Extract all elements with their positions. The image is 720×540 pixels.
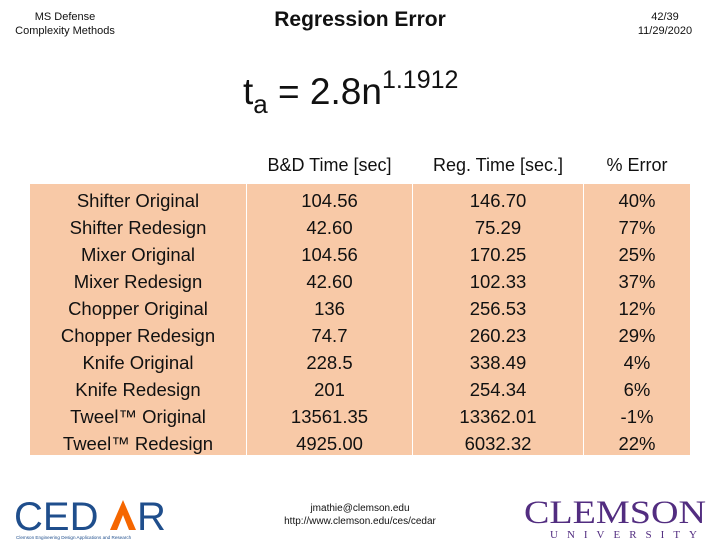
slide-date: 11/29/2020 bbox=[637, 25, 693, 37]
clemson-logo-university: UNIVERSITY bbox=[550, 529, 706, 540]
cedar-logo-r: R bbox=[137, 495, 166, 539]
presentation-label-line1: MS Defense bbox=[34, 11, 96, 23]
column-header-reg-time: Reg. Time [sec.] bbox=[413, 147, 583, 183]
row-name: Shifter Original bbox=[76, 190, 200, 211]
error-value: 25% bbox=[618, 244, 656, 265]
regression-formula: ta = 2.8n1.1912 bbox=[243, 66, 458, 120]
cedar-logo-wordmark: CED bbox=[14, 495, 98, 539]
cedar-logo-a-mark bbox=[110, 500, 136, 530]
row-name: Tweel™ Redesign bbox=[62, 433, 214, 454]
reg-time-value: 75.29 bbox=[474, 217, 522, 238]
column-header-bd-time: B&D Time [sec] bbox=[247, 147, 412, 183]
cedar-logo: CED R Clemson Engineering Design Applica… bbox=[14, 495, 166, 540]
formula-base: t bbox=[243, 71, 254, 112]
reg-time-value: 13362.01 bbox=[459, 406, 537, 427]
clemson-logo-wordmark: CLEMSON bbox=[524, 495, 706, 531]
row-names-column: Shifter Original Shifter Redesign Mixer Or… bbox=[30, 184, 246, 455]
contact-info: jmathie@clemson.edu http://www.clemson.e… bbox=[220, 502, 500, 528]
error-value: 4% bbox=[623, 352, 651, 373]
row-name: Knife Redesign bbox=[75, 379, 201, 400]
formula-subscript: a bbox=[253, 89, 268, 119]
reg-time-column: 146.70 75.29 170.25 102.33 256.53 260.23 338.4… bbox=[413, 184, 583, 455]
error-value: -1% bbox=[620, 406, 654, 427]
row-name: Tweel™ Original bbox=[70, 406, 206, 427]
bd-time-value: 104.56 bbox=[301, 190, 358, 211]
bd-time-value: 42.60 bbox=[306, 217, 353, 238]
bd-time-value: 136 bbox=[314, 298, 345, 319]
formula-exponent: 1.1912 bbox=[381, 66, 459, 94]
presentation-label-line2: Complexity Methods bbox=[15, 25, 115, 37]
bd-time-value: 42.60 bbox=[306, 271, 353, 292]
reg-time-value: 256.53 bbox=[469, 298, 527, 319]
reg-time-value: 146.70 bbox=[469, 190, 527, 211]
page-number: 42/39 bbox=[651, 11, 679, 23]
row-name: Mixer Original bbox=[80, 244, 196, 265]
cedar-logo-tagline: Clemson Engineering Design Applications … bbox=[16, 535, 132, 540]
error-value: 6% bbox=[623, 379, 651, 400]
row-name: Mixer Redesign bbox=[73, 271, 203, 292]
reg-time-value: 170.25 bbox=[469, 244, 527, 265]
row-name: Chopper Original bbox=[68, 298, 208, 319]
error-value: 22% bbox=[618, 433, 656, 454]
error-value: 40% bbox=[618, 190, 656, 211]
reg-time-value: 102.33 bbox=[469, 271, 527, 292]
error-value: 77% bbox=[618, 217, 656, 238]
bd-time-value: 74.7 bbox=[311, 325, 348, 346]
reg-time-value: 254.34 bbox=[469, 379, 527, 400]
bd-time-value: 201 bbox=[314, 379, 345, 400]
slide-meta: 42/39 11/29/2020 bbox=[620, 10, 710, 38]
contact-url: http://www.clemson.edu/ces/cedar bbox=[284, 516, 436, 527]
row-name: Chopper Redesign bbox=[60, 325, 216, 346]
error-value: 12% bbox=[618, 298, 656, 319]
reg-time-value: 338.49 bbox=[469, 352, 527, 373]
error-value: 29% bbox=[618, 325, 656, 346]
reg-time-value: 260.23 bbox=[469, 325, 527, 346]
contact-email: jmathie@clemson.edu bbox=[310, 503, 410, 514]
row-name: Shifter Redesign bbox=[69, 217, 207, 238]
bd-time-value: 13561.35 bbox=[290, 406, 369, 427]
slide-title: Regression Error bbox=[274, 8, 446, 31]
column-header-error: % Error bbox=[584, 147, 690, 183]
bd-time-value: 228.5 bbox=[306, 352, 353, 373]
reg-time-value: 6032.32 bbox=[464, 433, 532, 454]
clemson-university-logo: CLEMSON UNIVERSITY bbox=[524, 495, 706, 540]
bd-time-value: 104.56 bbox=[301, 244, 358, 265]
bd-time-column: 104.56 42.60 104.56 42.60 136 74.7 228.5 201 135… bbox=[247, 184, 412, 455]
presentation-label: MS Defense Complexity Methods bbox=[6, 10, 124, 38]
formula-middle: = 2.8n bbox=[267, 71, 382, 112]
error-column: 40% 77% 25% 37% 12% 29% 4% 6% -1% 22% bbox=[584, 184, 690, 455]
row-name: Knife Original bbox=[82, 352, 194, 373]
error-value: 37% bbox=[618, 271, 656, 292]
bd-time-value: 4925.00 bbox=[296, 433, 363, 454]
